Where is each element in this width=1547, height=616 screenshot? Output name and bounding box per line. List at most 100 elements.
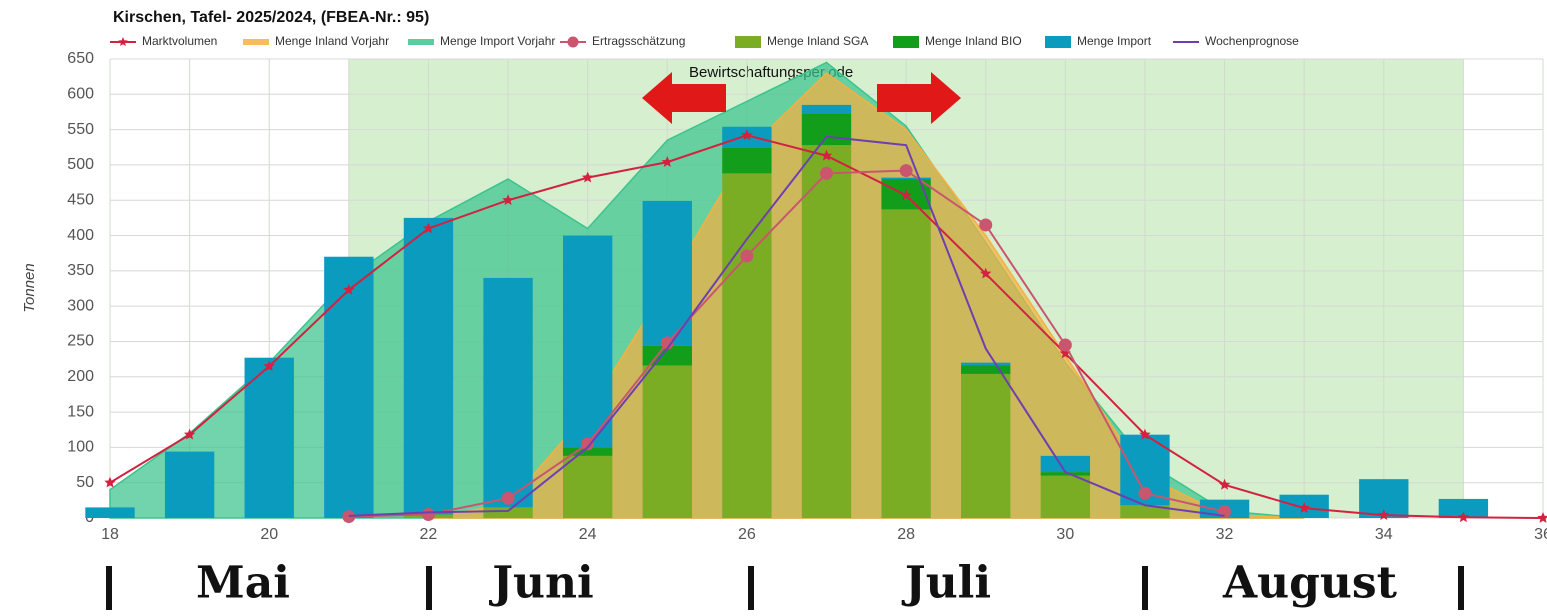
bar-segment (85, 507, 135, 518)
x-tick-label: 18 (101, 526, 119, 543)
chart-title: Kirschen, Tafel- 2025/2024, (FBEA-Nr.: 9… (113, 9, 429, 26)
x-tick-label: 32 (1216, 526, 1234, 543)
bar-segment (562, 447, 613, 456)
bar-segment (801, 145, 852, 519)
y-tick-label: 50 (76, 474, 94, 491)
month-label: Mai (196, 558, 290, 609)
legend-symbol (735, 36, 761, 48)
bar-segment (1438, 498, 1489, 518)
bar-segment (1040, 455, 1091, 473)
bar-segment (722, 173, 772, 519)
line (348, 135, 1225, 517)
y-tick-label: 500 (67, 156, 94, 173)
star-marker (1218, 478, 1231, 490)
star-marker (1457, 511, 1470, 523)
month-separator (1142, 566, 1148, 610)
star-marker (1537, 512, 1547, 523)
legend-label: Menge Inland Vorjahr (275, 34, 389, 48)
circle-marker (421, 507, 435, 521)
bar-segment (483, 277, 533, 508)
month-separator (1458, 566, 1464, 610)
x-tick-label: 34 (1375, 526, 1393, 543)
star-marker (582, 171, 594, 183)
x-tick-label: 36 (1534, 526, 1547, 543)
legend-marker (567, 36, 579, 48)
circle-marker (899, 164, 913, 178)
y-tick-label: 550 (67, 121, 94, 138)
circle-marker (979, 218, 993, 232)
bar-segment (324, 256, 374, 518)
bar-segment (244, 357, 294, 518)
bar-segment (562, 455, 613, 518)
y-tick-label: 650 (67, 50, 94, 67)
x-tick-label: 22 (420, 526, 438, 543)
y-tick-label: 600 (67, 86, 94, 103)
bar-segment (722, 147, 772, 174)
star-marker (183, 428, 196, 440)
y-tick-label: 100 (67, 439, 94, 456)
legend-marker (118, 37, 128, 46)
x-tick-label: 30 (1056, 526, 1074, 543)
line (348, 169, 1225, 518)
bar-segment (1040, 475, 1091, 518)
star-marker (1059, 347, 1071, 359)
star-marker (104, 476, 116, 488)
x-tick-label: 24 (579, 526, 597, 543)
legend-symbol (1045, 36, 1071, 48)
legend-symbol (893, 36, 919, 48)
legend-label: Menge Inland SGA (767, 34, 868, 48)
y-tick-label: 400 (67, 227, 94, 244)
y-tick-label: 250 (67, 333, 94, 350)
legend-symbol (243, 39, 269, 45)
arrow-right (877, 72, 961, 124)
star-marker (343, 283, 355, 295)
month-separator (426, 566, 432, 610)
month-label: Juni (488, 558, 594, 609)
x-tick-label: 28 (897, 526, 915, 543)
month-label: Juli (901, 558, 991, 609)
bar-segment (801, 104, 852, 114)
star-marker (1378, 509, 1390, 520)
star-marker (502, 194, 514, 206)
legend-symbol (408, 39, 434, 45)
bar-segment (1040, 472, 1091, 476)
star-marker (980, 267, 992, 279)
star-marker (820, 149, 833, 161)
foreground-layer (106, 72, 1464, 610)
circle-marker (581, 437, 595, 451)
circle-marker (660, 336, 674, 350)
circle-marker (1058, 338, 1072, 352)
bar-segment (642, 345, 692, 366)
circle-marker (820, 166, 833, 180)
star-marker (263, 360, 275, 371)
x-tick-label: 26 (738, 526, 756, 543)
month-label: August (1222, 558, 1398, 609)
circle-marker (740, 249, 754, 263)
circle-marker (342, 510, 356, 524)
legend-label: Wochenprognose (1205, 34, 1299, 48)
legend-label: Marktvolumen (142, 34, 217, 48)
y-tick-label: 450 (67, 191, 94, 208)
star-marker (741, 129, 753, 141)
x-tick-label: 20 (260, 526, 278, 543)
y-tick-label: 150 (67, 403, 94, 420)
star-marker (1139, 428, 1151, 440)
bar-segment (961, 362, 1011, 366)
circle-marker (501, 491, 515, 505)
bar-segment (961, 365, 1011, 374)
bar-segment (642, 200, 692, 346)
legend-label: Menge Inland BIO (925, 34, 1022, 48)
star-marker (422, 222, 435, 234)
bar-segment (642, 365, 692, 518)
circle-marker (1138, 486, 1152, 500)
y-tick-label: 200 (67, 368, 94, 385)
bar-segment (483, 507, 533, 518)
bar-segment (881, 209, 931, 518)
bar-segment (961, 373, 1011, 518)
legend-label: Ertragsschätzung (592, 34, 685, 48)
month-separator (748, 566, 754, 610)
y-tick-label: 350 (67, 262, 94, 279)
arrow-left (642, 72, 726, 124)
